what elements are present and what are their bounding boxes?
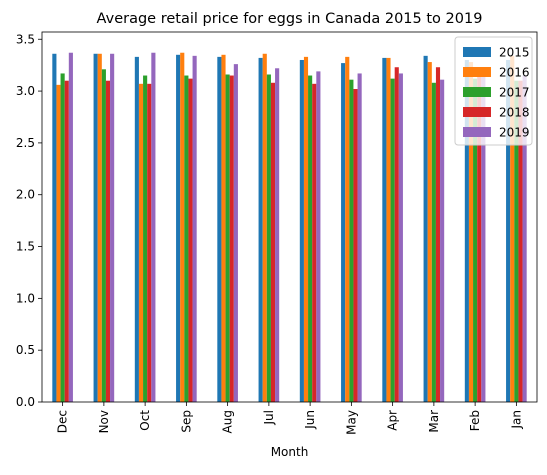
bars-layer	[52, 52, 527, 403]
bar-2015-may	[341, 63, 346, 402]
bar-2015-jun	[299, 59, 304, 403]
bar-2019-dec	[68, 52, 73, 402]
axes-layer: 0.0 0.5 1.0 1.5 2.0 2.5 3.0 3.5 Dec Nov Oct Sep Aug J…	[16, 31, 538, 435]
bar-2016-apr	[386, 57, 391, 402]
legend-swatch-2017	[463, 87, 491, 97]
bar-2016-jan	[510, 55, 515, 403]
y-tick-label: 3.0	[16, 84, 35, 98]
legend-label-2015: 2015	[499, 46, 530, 60]
bar-2015-apr	[382, 57, 387, 402]
x-tick-label-sep: Sep	[179, 410, 193, 433]
bar-2018-feb	[477, 74, 482, 403]
bar-2018-nov	[105, 80, 111, 402]
bar-2015-feb	[464, 59, 469, 403]
bar-2019-jun	[316, 71, 321, 402]
legend: 2015 2016 2017 2018 2019	[454, 36, 533, 146]
bar-2018-sep	[188, 78, 193, 402]
y-tick-label: 0.0	[16, 395, 35, 409]
bar-2017-feb	[473, 78, 478, 402]
y-tick-label: 3.5	[16, 32, 35, 46]
legend-label-2016: 2016	[499, 66, 530, 80]
chart-title: Average retail price for eggs in Canada …	[97, 11, 483, 27]
bar-2019-jan	[522, 75, 527, 402]
bar-2015-jan	[506, 59, 511, 403]
bar-2016-may	[345, 56, 350, 402]
legend-box	[454, 36, 533, 146]
bar-2017-mar	[431, 82, 436, 403]
plot-frame	[41, 31, 538, 403]
bar-2018-may	[353, 89, 358, 402]
bar-2015-oct	[134, 56, 139, 402]
y-tick-label: 2.5	[16, 136, 35, 150]
legend-swatch-2016	[463, 67, 491, 77]
bar-2018-jan	[518, 80, 523, 402]
bar-2019-mar	[440, 79, 445, 402]
bar-2018-dec	[64, 80, 69, 402]
y-tick-label: 1.0	[16, 291, 35, 305]
x-tick-label-jun: Jun	[303, 410, 317, 430]
bar-2017-jun	[308, 75, 313, 402]
bar-2015-mar	[423, 55, 428, 403]
bar-2017-jul	[266, 74, 271, 403]
bar-2019-oct	[151, 52, 156, 402]
bar-2015-nov	[93, 53, 98, 402]
bar-2015-sep	[176, 54, 181, 403]
legend-label-2018: 2018	[499, 106, 530, 120]
x-tick-label-nov: Nov	[97, 410, 111, 433]
bar-2018-apr	[394, 67, 399, 402]
bar-2018-jun	[312, 83, 317, 402]
bar-2019-apr	[398, 73, 403, 403]
y-tick-label: 2.0	[16, 188, 35, 202]
x-tick-label-aug: Aug	[221, 410, 235, 433]
bar-2019-aug	[233, 64, 238, 403]
x-axis-label: Month	[271, 445, 309, 459]
x-tick-label-dec: Dec	[56, 410, 70, 433]
bar-2018-jul	[270, 82, 276, 403]
bar-2016-mar	[427, 62, 432, 402]
bar-2015-jul	[258, 57, 263, 402]
bar-2017-jan	[514, 80, 519, 402]
y-tick-label: 0.5	[16, 343, 35, 357]
bar-2015-aug	[217, 56, 222, 402]
x-tick-label-oct: Oct	[138, 410, 152, 431]
x-tick-label-jan: Jan	[509, 410, 523, 430]
bar-2017-may	[349, 79, 354, 402]
y-tick-label: 1.5	[16, 240, 35, 254]
bar-2019-nov	[110, 53, 115, 402]
bar-2017-dec	[60, 73, 65, 403]
x-tick-label-jul: Jul	[262, 410, 276, 425]
bar-2018-mar	[435, 67, 441, 402]
bar-2017-apr	[390, 78, 395, 402]
bar-2016-jun	[303, 56, 309, 402]
bar-2016-jul	[262, 53, 267, 402]
x-tick-label-mar: Mar	[427, 410, 441, 433]
bar-2016-feb	[468, 62, 474, 402]
legend-swatch-2018	[463, 107, 491, 117]
bar-2017-oct	[143, 75, 148, 402]
bar-2017-sep	[184, 75, 189, 402]
bar-2015-dec	[52, 53, 57, 402]
bar-2017-nov	[101, 69, 106, 403]
bar-2016-dec	[56, 84, 61, 402]
x-tick-label-apr: Apr	[386, 410, 400, 431]
bar-2018-oct	[147, 83, 152, 402]
bar-2019-feb	[481, 75, 486, 402]
legend-swatch-2015	[463, 47, 491, 57]
bar-2016-aug	[221, 54, 226, 403]
bar-2017-aug	[225, 74, 230, 403]
bar-2016-oct	[138, 83, 144, 402]
bar-2019-jul	[275, 68, 280, 403]
legend-label-2017: 2017	[499, 86, 530, 100]
bar-2019-sep	[192, 55, 197, 403]
x-tick-label-may: May	[344, 410, 358, 435]
bar-2016-nov	[97, 53, 102, 402]
bar-2016-sep	[180, 52, 185, 402]
x-tick-label-feb: Feb	[468, 410, 482, 431]
legend-swatch-2019	[463, 127, 491, 137]
bar-2018-aug	[229, 75, 234, 402]
bar-2019-may	[357, 73, 362, 403]
legend-label-2019: 2019	[499, 126, 530, 140]
